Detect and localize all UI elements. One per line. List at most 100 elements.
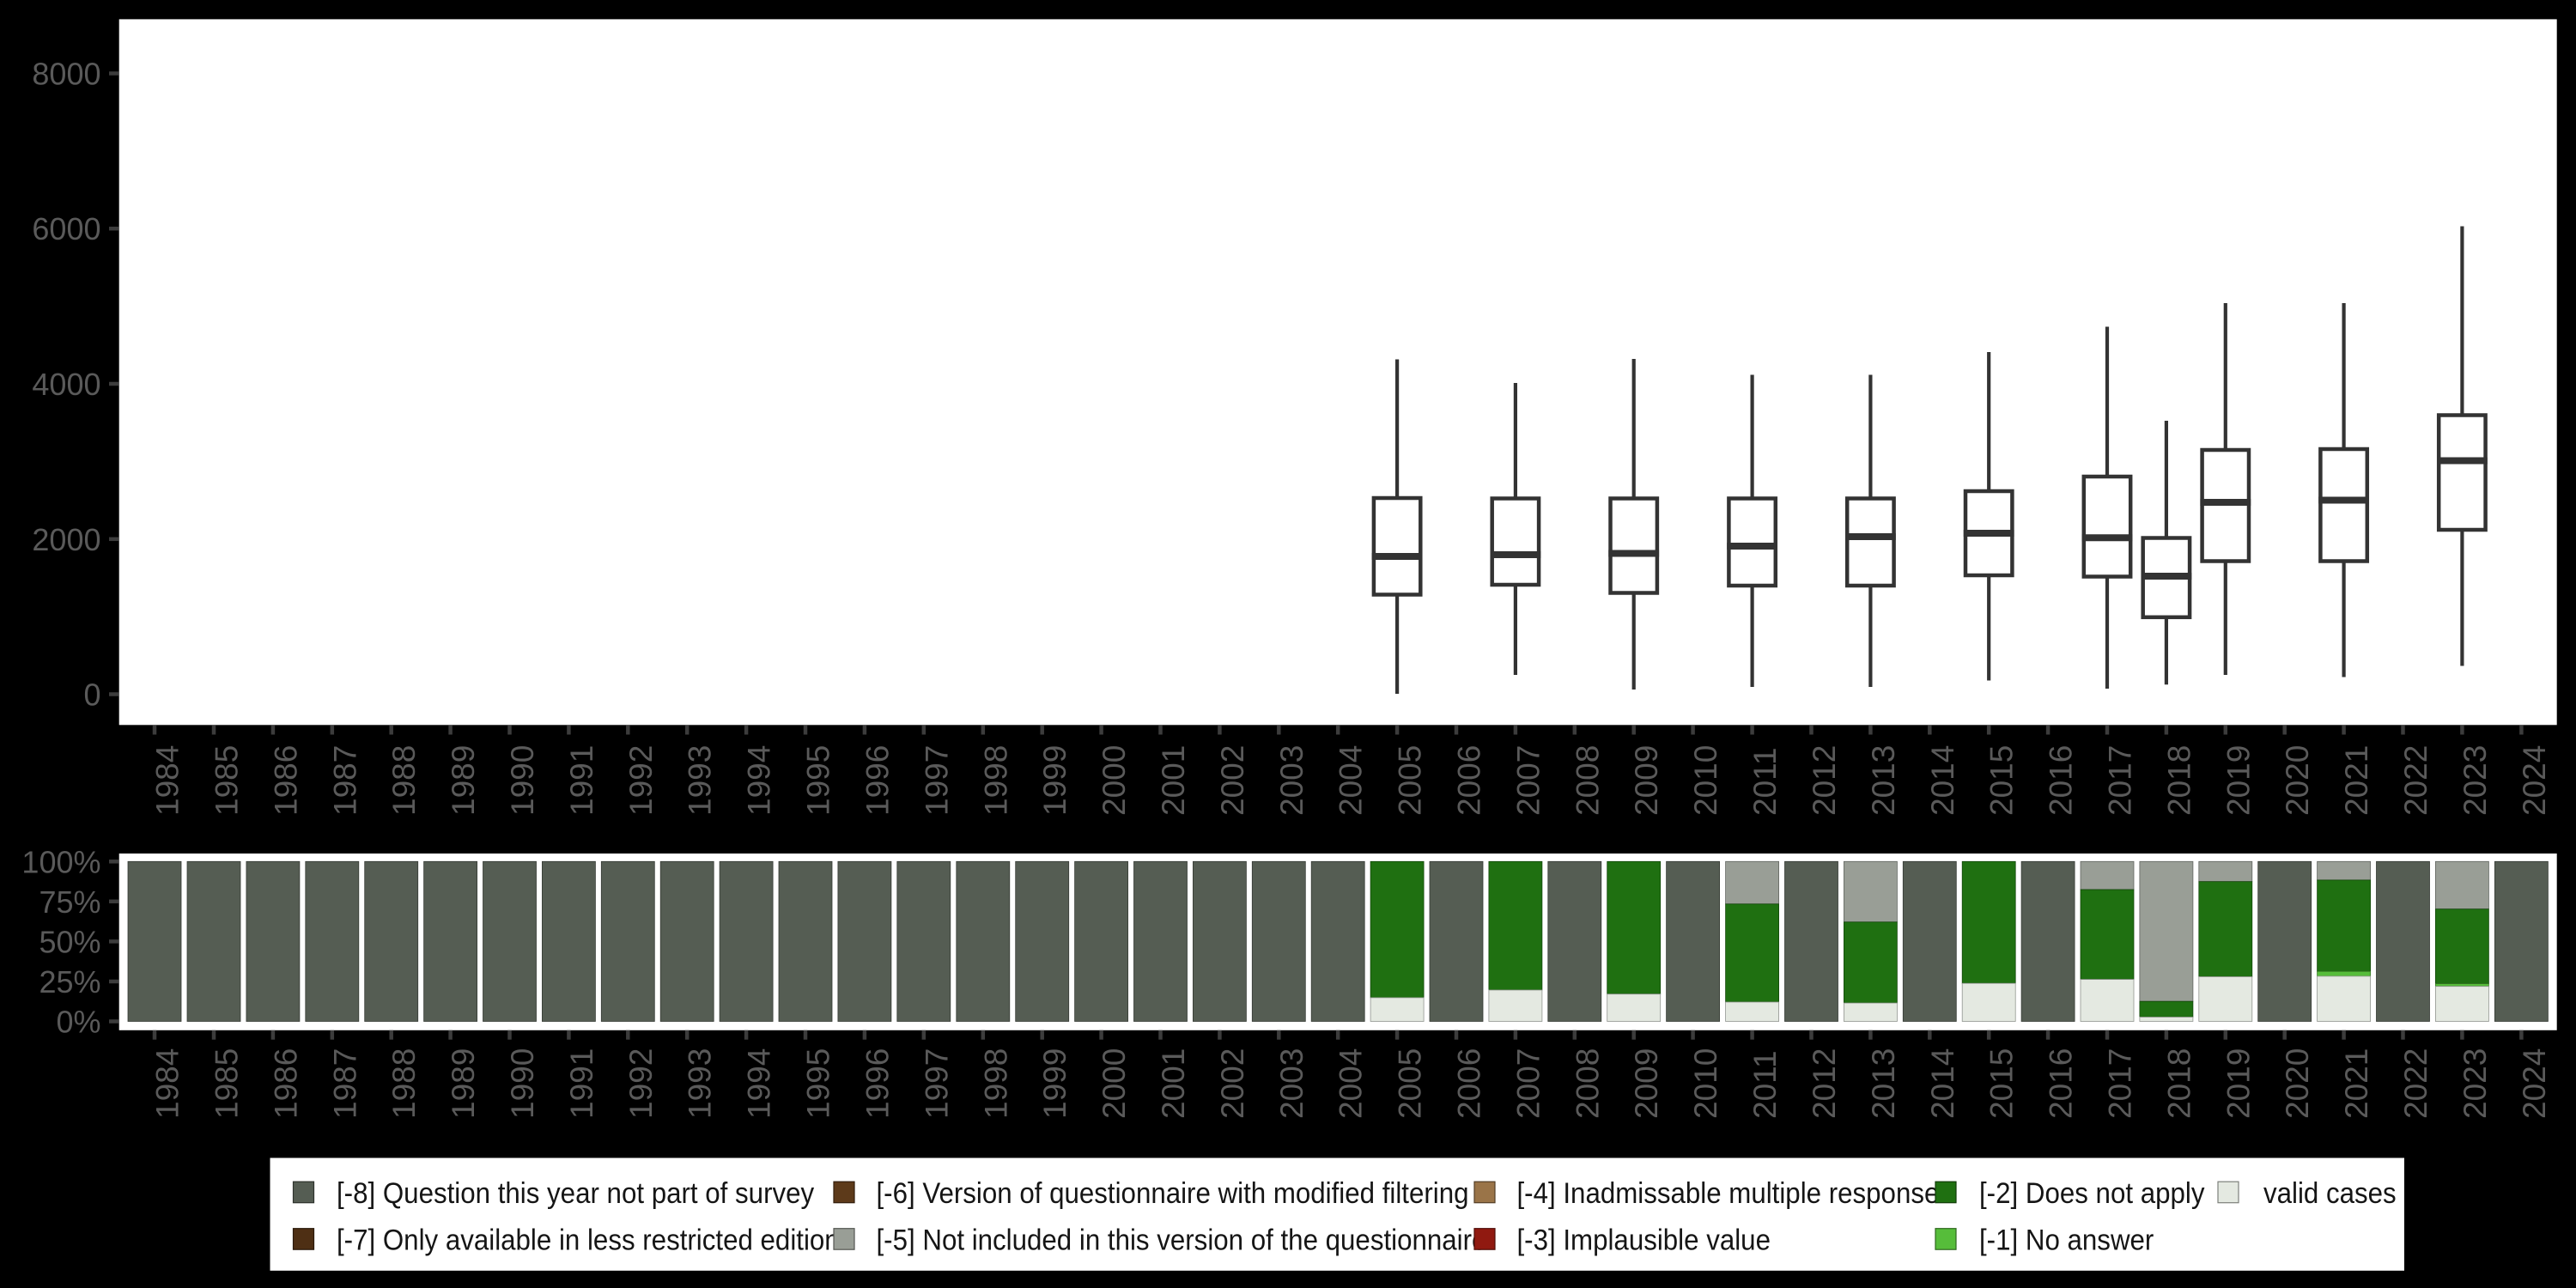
svg-text:2019: 2019 [2221, 745, 2256, 816]
svg-text:2007: 2007 [1510, 745, 1546, 816]
svg-text:0%: 0% [56, 1005, 100, 1040]
svg-text:1991: 1991 [564, 1048, 599, 1119]
svg-text:1989: 1989 [446, 1048, 481, 1119]
svg-text:[-5] Not included in this vers: [-5] Not included in this version of the… [877, 1223, 1487, 1256]
svg-text:2022: 2022 [2398, 1048, 2433, 1119]
svg-text:1985: 1985 [210, 1048, 245, 1119]
svg-text:1994: 1994 [742, 745, 777, 816]
svg-text:[-7] Only available in less re: [-7] Only available in less restricted e… [337, 1223, 840, 1256]
svg-text:2009: 2009 [1629, 1048, 1664, 1119]
svg-text:25%: 25% [39, 964, 100, 999]
svg-text:2019: 2019 [2221, 1048, 2256, 1119]
svg-text:2023: 2023 [2458, 745, 2493, 816]
svg-text:2020: 2020 [2280, 745, 2315, 816]
svg-text:2020: 2020 [2280, 1048, 2315, 1119]
svg-text:1986: 1986 [268, 745, 303, 816]
svg-text:2001: 2001 [1156, 745, 1191, 816]
svg-text:1988: 1988 [386, 1048, 422, 1119]
svg-text:2024: 2024 [2517, 1048, 2552, 1119]
svg-text:2000: 2000 [1097, 745, 1132, 816]
svg-text:2009: 2009 [1629, 745, 1664, 816]
svg-text:1998: 1998 [978, 1048, 1013, 1119]
svg-text:1996: 1996 [860, 745, 895, 816]
svg-text:2024: 2024 [2517, 745, 2552, 816]
svg-text:100%: 100% [21, 844, 100, 879]
svg-text:1997: 1997 [919, 1048, 954, 1119]
svg-text:1998: 1998 [978, 745, 1013, 816]
svg-text:2004: 2004 [1334, 745, 1369, 816]
svg-text:2006: 2006 [1452, 745, 1487, 816]
svg-text:2000: 2000 [32, 522, 100, 557]
svg-text:1986: 1986 [268, 1048, 303, 1119]
svg-text:2017: 2017 [2103, 745, 2138, 816]
svg-text:1993: 1993 [683, 745, 718, 816]
svg-text:2018: 2018 [2161, 745, 2196, 816]
svg-text:2000: 2000 [1097, 1048, 1132, 1119]
svg-text:2021: 2021 [2339, 745, 2374, 816]
svg-text:2005: 2005 [1393, 745, 1428, 816]
svg-text:2003: 2003 [1274, 745, 1309, 816]
svg-text:[-2] Does not apply: [-2] Does not apply [1979, 1176, 2205, 1210]
svg-text:2010: 2010 [1688, 745, 1723, 816]
svg-text:1993: 1993 [683, 1048, 718, 1119]
svg-text:1989: 1989 [446, 745, 481, 816]
svg-text:2016: 2016 [2044, 745, 2079, 816]
svg-text:[-3] Implausible value: [-3] Implausible value [1517, 1223, 1771, 1256]
svg-text:1997: 1997 [919, 745, 954, 816]
svg-text:2001: 2001 [1156, 1048, 1191, 1119]
svg-text:1984: 1984 [150, 1048, 185, 1119]
svg-text:1992: 1992 [623, 1048, 659, 1119]
svg-text:1996: 1996 [860, 1048, 895, 1119]
svg-text:1990: 1990 [505, 1048, 540, 1119]
svg-text:valid cases: valid cases [2263, 1176, 2397, 1210]
svg-text:1990: 1990 [505, 745, 540, 816]
svg-text:1994: 1994 [742, 1048, 777, 1119]
svg-text:2013: 2013 [1866, 745, 1901, 816]
svg-text:0: 0 [83, 677, 100, 713]
svg-text:2022: 2022 [2398, 745, 2433, 816]
svg-text:1985: 1985 [210, 745, 245, 816]
svg-text:8000: 8000 [32, 57, 100, 92]
svg-text:75%: 75% [39, 884, 100, 920]
svg-text:1992: 1992 [623, 745, 659, 816]
svg-text:2012: 2012 [1807, 1048, 1842, 1119]
svg-text:1987: 1987 [327, 745, 362, 816]
svg-text:2011: 2011 [1747, 1050, 1783, 1119]
svg-text:6000: 6000 [32, 211, 100, 246]
svg-text:1995: 1995 [801, 1048, 836, 1119]
svg-text:2015: 2015 [1984, 1048, 2020, 1119]
svg-text:2017: 2017 [2103, 1048, 2138, 1119]
svg-text:1995: 1995 [801, 745, 836, 816]
svg-text:2002: 2002 [1215, 745, 1250, 816]
svg-text:1991: 1991 [564, 745, 599, 816]
svg-text:2003: 2003 [1274, 1048, 1309, 1119]
svg-text:4000: 4000 [32, 367, 100, 402]
svg-text:50%: 50% [39, 924, 100, 959]
svg-text:2021: 2021 [2339, 1048, 2374, 1119]
svg-text:2004: 2004 [1334, 1048, 1369, 1119]
svg-text:1987: 1987 [327, 1048, 362, 1119]
svg-text:2006: 2006 [1452, 1048, 1487, 1119]
svg-text:2023: 2023 [2458, 1048, 2493, 1119]
svg-text:[-1] No answer: [-1] No answer [1979, 1223, 2154, 1256]
svg-text:1999: 1999 [1037, 745, 1072, 816]
svg-text:2012: 2012 [1807, 745, 1842, 816]
svg-text:2014: 2014 [1925, 745, 1960, 816]
svg-text:[-6] Version of questionnaire: [-6] Version of questionnaire with modif… [877, 1176, 1469, 1210]
svg-text:2008: 2008 [1570, 1048, 1605, 1119]
svg-text:2010: 2010 [1688, 1048, 1723, 1119]
svg-text:2018: 2018 [2161, 1048, 2196, 1119]
svg-text:[-4] Inadmissable multiple res: [-4] Inadmissable multiple response [1517, 1176, 1940, 1210]
svg-text:2008: 2008 [1570, 745, 1605, 816]
svg-text:[-8] Question this year not pa: [-8] Question this year not part of surv… [337, 1176, 815, 1210]
svg-text:2013: 2013 [1866, 1048, 1901, 1119]
svg-text:1999: 1999 [1037, 1048, 1072, 1119]
svg-text:2005: 2005 [1393, 1048, 1428, 1119]
svg-text:2015: 2015 [1984, 745, 2020, 816]
svg-text:2011: 2011 [1747, 747, 1783, 816]
svg-text:2016: 2016 [2044, 1048, 2079, 1119]
svg-text:2007: 2007 [1510, 1048, 1546, 1119]
svg-text:1984: 1984 [150, 745, 185, 816]
svg-text:1988: 1988 [386, 745, 422, 816]
svg-text:2014: 2014 [1925, 1048, 1960, 1119]
